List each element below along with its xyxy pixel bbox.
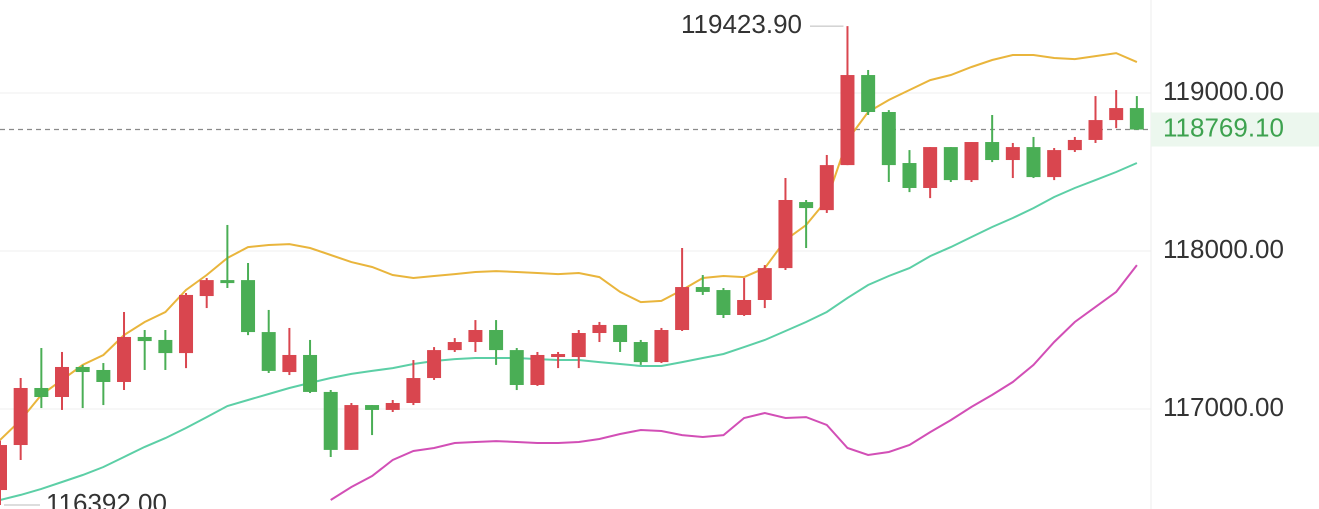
candle-body — [406, 378, 421, 403]
candle-body — [158, 339, 173, 354]
candle-body — [737, 299, 752, 316]
candle-body — [1088, 120, 1103, 140]
candle-body — [799, 202, 814, 209]
candle-body — [385, 402, 400, 410]
candle-body — [716, 290, 731, 316]
candle-body — [509, 350, 524, 385]
indicator-line — [330, 264, 1138, 501]
candle-body — [1067, 139, 1082, 151]
candle-body — [75, 366, 90, 373]
candle-body — [1026, 147, 1041, 178]
candle-body — [1109, 108, 1124, 121]
candle-body — [964, 142, 979, 181]
candle-body — [199, 280, 214, 297]
candle-body — [695, 287, 710, 292]
indicator-line — [0, 162, 1138, 501]
candle-body — [468, 330, 483, 343]
candle-body — [778, 199, 793, 269]
candle-body — [633, 342, 648, 363]
candle-body — [55, 366, 70, 397]
candle-body — [117, 336, 132, 382]
candle-body — [654, 330, 669, 363]
candle-body — [819, 165, 834, 211]
max-label: 119423.90 — [681, 9, 802, 39]
candle-body — [1129, 108, 1144, 130]
candle-body — [571, 333, 586, 358]
candle-body — [323, 391, 338, 450]
candle-body — [303, 354, 318, 392]
candle-body — [0, 445, 7, 491]
candle-body — [551, 354, 566, 358]
candle-body — [592, 324, 607, 334]
candle-body — [34, 387, 49, 397]
candle-body — [757, 268, 772, 300]
candle-body — [427, 350, 442, 379]
indicator-line — [0, 52, 1138, 441]
candle-body — [861, 75, 876, 113]
candle-body — [261, 332, 276, 371]
candle-body — [902, 163, 917, 188]
candle-body — [840, 75, 855, 166]
candle-body — [447, 342, 462, 351]
candle-body — [137, 336, 152, 342]
candle-body — [13, 387, 28, 446]
candle-body — [943, 147, 958, 181]
candle-body — [241, 280, 256, 333]
min-label: 116392.00 — [46, 488, 167, 509]
candle-body — [365, 405, 380, 410]
candle-body — [985, 142, 1000, 161]
candle-body — [1005, 147, 1020, 161]
candle-body — [530, 354, 545, 385]
candle-body — [282, 354, 297, 373]
candle-body — [1047, 150, 1062, 178]
y-tick-label: 119000.00 — [1163, 76, 1284, 106]
candle-body — [179, 294, 194, 354]
last-price-badge — [1151, 112, 1319, 147]
y-tick-label: 117000.00 — [1163, 392, 1284, 422]
candle-body — [675, 287, 690, 331]
candle-body — [881, 112, 896, 166]
candle-body — [489, 330, 504, 351]
candle-body — [96, 369, 111, 382]
candle-body — [344, 405, 359, 450]
candle-body — [923, 147, 938, 188]
y-tick-label: 118000.00 — [1163, 234, 1284, 264]
last-price-label: 118769.10 — [1163, 112, 1284, 142]
candle-body — [613, 324, 628, 343]
candle-body — [220, 280, 235, 284]
